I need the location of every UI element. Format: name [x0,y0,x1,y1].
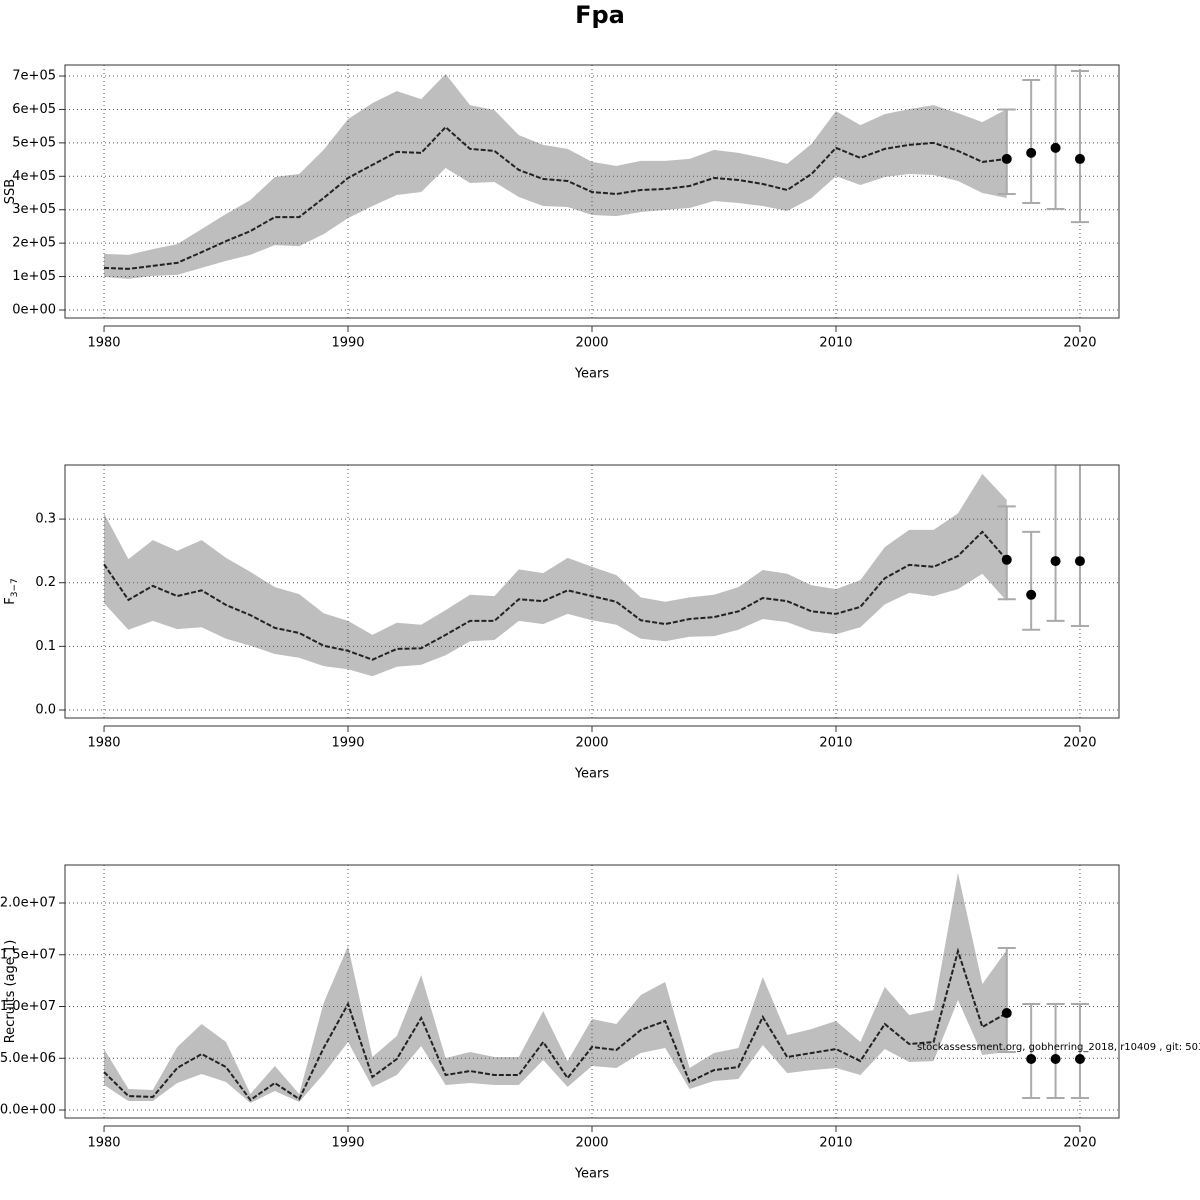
y-axis-label: F3−7 [3,578,20,604]
y-tick-label: 0e+00 [12,302,56,317]
plot-area [65,65,1119,318]
plot-frame [64,64,1120,319]
x-tick-label: 1990 [331,336,364,351]
y-axis-label: Recruits (age 1) [3,940,18,1044]
x-axis-label: Years [574,367,610,382]
y-tick-label: 2e+05 [12,236,56,251]
forecast-point [1050,142,1061,153]
confidence-band [104,473,1007,677]
y-axis-label-main: Recruits (age 1) [3,940,18,1044]
x-tick-label: 1990 [331,1136,364,1151]
y-tick-label: 0.0 [35,702,56,717]
forecast-point [1050,1053,1061,1064]
x-tick-label: 2020 [1063,1136,1096,1151]
x-axis-label: Years [574,1167,610,1182]
forecast-point [1026,1053,1037,1064]
x-tick-label: 2000 [575,336,608,351]
forecast-point [1001,1008,1012,1019]
forecast-point [1074,1053,1085,1064]
x-tick-label: 2010 [819,1136,852,1151]
x-tick-label: 1980 [87,1136,120,1151]
y-axis-label: SSB [3,179,18,204]
x-tick-label: 2000 [575,736,608,751]
plot-area [65,465,1119,718]
y-tick-label: 3e+05 [12,202,56,217]
forecast-point [1026,589,1037,600]
forecast-point [1050,556,1061,567]
y-tick-label: 2.0e+07 [0,895,56,910]
y-tick-label: 7e+05 [12,69,56,84]
plot-area [65,865,1119,1118]
y-tick-label: 0.1 [35,639,56,654]
y-tick-label: 5.0e+06 [0,1051,56,1066]
x-axis-label: Years [574,767,610,782]
forecast-point [1074,153,1085,164]
y-tick-label: 0.2 [35,575,56,590]
x-tick-label: 1980 [87,736,120,751]
x-tick-label: 2000 [575,1136,608,1151]
y-tick-label: 1.5e+07 [0,947,56,962]
confidence-band [104,872,1007,1103]
x-tick-label: 2010 [819,736,852,751]
y-tick-label: 0.0e+00 [0,1103,56,1118]
forecast-point [1026,147,1037,158]
confidence-band [104,74,1007,279]
x-tick-label: 2010 [819,336,852,351]
y-axis-label-main: SSB [3,179,18,204]
forecast-point [1074,556,1085,567]
forecast-point [1001,554,1012,565]
y-tick-label: 5e+05 [12,135,56,150]
y-tick-label: 4e+05 [12,169,56,184]
y-axis-label-main: F [3,597,18,604]
x-tick-label: 1980 [87,336,120,351]
y-tick-label: 1e+05 [12,269,56,284]
estimate-line [103,947,1008,1102]
figure-title: Fpa [575,1,625,29]
estimate-line [103,125,1007,270]
estimate-line [103,530,1008,661]
x-tick-label: 2020 [1063,336,1096,351]
y-tick-label: 1.0e+07 [0,999,56,1014]
plot-frame [64,864,1120,1119]
annotation: stockassessment.org, gobherring_2018, r1… [917,1042,1200,1053]
y-tick-label: 0.3 [35,512,56,527]
forecast-point [1001,153,1012,164]
x-tick-label: 2020 [1063,736,1096,751]
x-tick-label: 1990 [331,736,364,751]
y-axis-label-sub: 3−7 [10,578,20,597]
plot-frame [64,464,1120,719]
y-tick-label: 6e+05 [12,102,56,117]
